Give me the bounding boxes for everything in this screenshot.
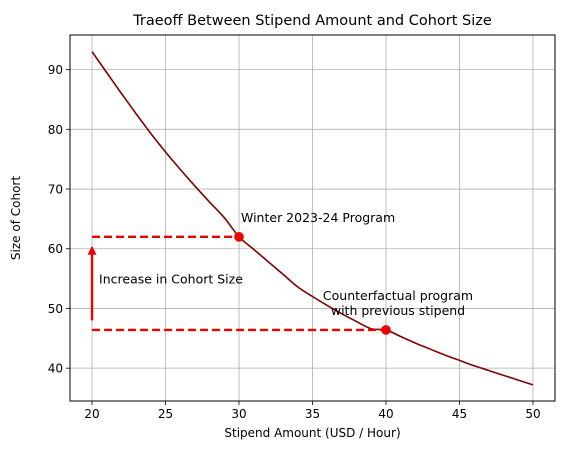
x-tick-label: 35 [305, 407, 320, 421]
point-label-counterfactual: with previous stipend [331, 303, 465, 318]
x-tick-label: 20 [84, 407, 99, 421]
y-tick-label: 40 [48, 362, 63, 376]
x-tick-label: 25 [158, 407, 173, 421]
arrow-label: Increase in Cohort Size [99, 272, 243, 287]
annotations: Winter 2023-24 Program Counterfactual pro… [87, 210, 473, 335]
grid [70, 35, 555, 401]
increase-arrow-head [87, 245, 97, 255]
x-tick-label: 30 [231, 407, 246, 421]
x-tick-label: 45 [452, 407, 467, 421]
highlight-point [381, 325, 391, 335]
y-tick-label: 60 [48, 242, 63, 256]
point-label-winter: Winter 2023-24 Program [241, 210, 395, 225]
x-tick-label: 40 [378, 407, 393, 421]
y-tick-label: 80 [48, 123, 63, 137]
point-label-counterfactual: Counterfactual program [323, 288, 473, 303]
y-axis-label: Size of Cohort [9, 176, 23, 260]
plot-data [91, 51, 534, 386]
axis-ticks: 20 25 30 35 40 45 50 40 50 60 70 80 90 [48, 63, 541, 421]
chart-title: Traeoff Between Stipend Amount and Cohor… [132, 13, 492, 29]
y-tick-label: 90 [48, 63, 63, 77]
x-tick-label: 50 [525, 407, 540, 421]
y-tick-label: 70 [48, 183, 63, 197]
y-tick-label: 50 [48, 302, 63, 316]
x-axis-label: Stipend Amount (USD / Hour) [224, 426, 400, 440]
tradeoff-curve [91, 51, 534, 386]
highlight-point [234, 232, 244, 242]
